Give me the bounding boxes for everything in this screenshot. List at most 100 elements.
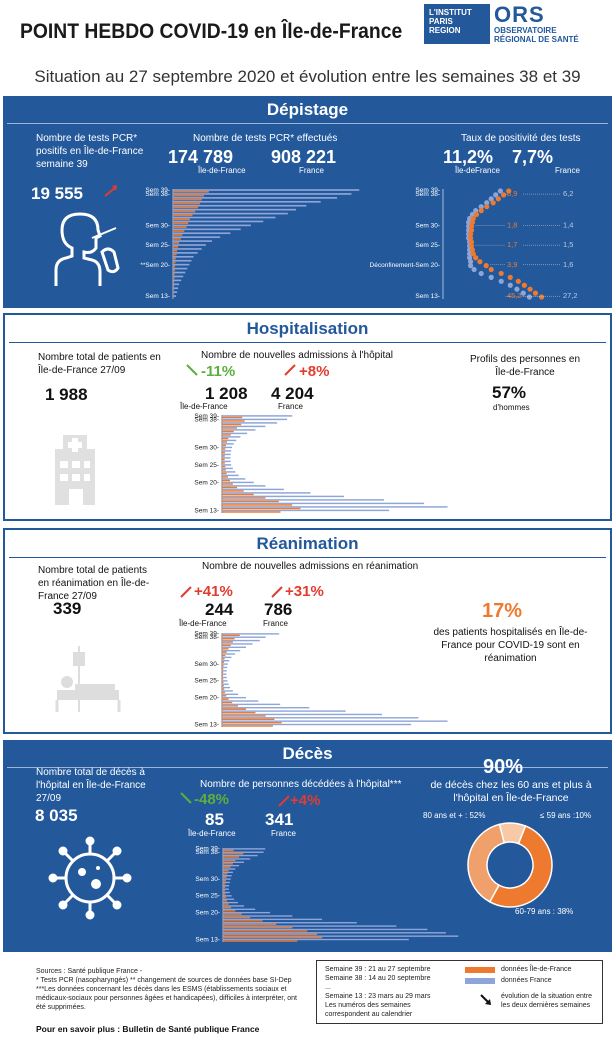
hospitalisation-chart: Sem 39-Sem 38- Sem 30- Sem 25- Sem 20- Sem 1…: [194, 413, 448, 514]
deces-chart: Sem 39-Sem 38- Sem 30- Sem 25- Sem 20- Sem 1…: [195, 846, 459, 943]
bar-france: [222, 666, 228, 669]
bar-france: [222, 670, 227, 672]
positivity-label: Taux de positivité des tests: [461, 133, 581, 144]
bar-idf: [173, 261, 176, 264]
tests-idf-label: Île-de-France: [198, 166, 246, 175]
bar-idf: [222, 658, 225, 660]
donut-slice: [498, 822, 527, 845]
point-idf: [500, 192, 507, 198]
bar-france: [173, 204, 307, 207]
tick-label: Sem 30-: [194, 661, 219, 668]
bar-france: [223, 851, 264, 853]
bar-idf: [173, 222, 189, 225]
bar-france: [222, 471, 236, 473]
point-idf: [473, 255, 479, 261]
bar-idf: [223, 930, 308, 932]
bar-idf: [222, 648, 229, 650]
bar-idf: [173, 210, 196, 213]
bar-france: [173, 267, 188, 270]
bar-france: [223, 888, 229, 890]
point-idf: [470, 251, 476, 257]
tick-label: Sem 39-: [415, 187, 440, 194]
more-info-link[interactable]: Pour en savoir plus : Bulletin de Santé …: [36, 1024, 260, 1034]
point-idf: [468, 227, 475, 233]
bar-france: [223, 922, 357, 924]
slice-59-label: ≤ 59 ans :10%: [540, 811, 592, 820]
ors-logo: ORS OBSERVATOIRE RÉGIONAL DE SANTÉ: [494, 2, 579, 45]
positivity-idf-value: 11,2%: [443, 147, 494, 167]
legend-idf: données Île-de-France: [501, 966, 572, 973]
bar-france: [223, 905, 245, 907]
section-title: Hospitalisation: [246, 319, 369, 338]
bar-idf: [222, 718, 275, 721]
section-deces: Décès Nombre total de décès à l'hôpital …: [3, 740, 612, 952]
pcr-positive-label: Nombre de tests PCR* positifs en Île-de-…: [36, 133, 144, 170]
hosp-total-label: Nombre total de patients en Île-de-Franc…: [38, 352, 161, 376]
bar-idf: [222, 725, 273, 727]
bar-idf: [222, 674, 224, 677]
tick-label: Sem 13-: [145, 293, 170, 300]
arrow-up-icon: [104, 185, 117, 197]
bar-france: [223, 875, 232, 877]
patient-bed-icon: [55, 646, 121, 712]
tick-label: Sem 38-: [195, 849, 220, 856]
bar-france: [222, 425, 266, 428]
legend-arrow: évolution de la situation entre les deux…: [501, 993, 593, 1009]
bar-france: [222, 673, 227, 675]
point-france: [520, 290, 526, 296]
bar-idf: [222, 472, 227, 475]
bar-france: [222, 686, 231, 689]
bar-idf: [222, 476, 229, 478]
bar-france: [173, 259, 192, 262]
person-test-icon: [54, 212, 120, 286]
bar-france: [222, 467, 233, 470]
point-idf: [507, 274, 513, 280]
tick-label: Sem 25-: [194, 462, 219, 469]
tick-label: Sem 39-: [145, 187, 170, 194]
point-france: [514, 286, 520, 292]
bar-idf: [222, 483, 233, 485]
bar-idf: [223, 853, 244, 855]
hosp-adm-idf: 1 208: [205, 384, 248, 403]
bar-idf: [222, 420, 245, 422]
pcr-positive-value: 19 555: [31, 184, 83, 203]
rea-adm-fr: 786: [264, 600, 293, 619]
section-depistage: Dépistage Nombre de tests PCR* positifs …: [3, 96, 612, 308]
point-idf: [538, 294, 545, 300]
bar-idf: [222, 437, 229, 440]
pos-value-fr: 1,5: [563, 240, 573, 249]
virus-icon: [48, 836, 132, 920]
bar-idf: [222, 430, 234, 433]
bar-idf: [173, 218, 190, 221]
bar-france: [222, 713, 383, 716]
reanimation-chart: Sem 39-Sem 38- Sem 30- Sem 25- Sem 20- Sem 1…: [194, 631, 448, 728]
point-idf: [478, 208, 484, 214]
bar-france: [173, 255, 194, 258]
legend: Semaine 39 : 21 au 27 septembre Semaine …: [316, 960, 603, 1024]
bar-idf: [223, 920, 263, 922]
rea-adm-fr-label: France: [263, 619, 288, 628]
bar-france: [222, 506, 448, 508]
bar-france: [222, 656, 232, 659]
point-france: [478, 204, 484, 210]
bar-idf: [223, 910, 236, 912]
bar-france: [222, 499, 385, 501]
slice-80-label: 80 ans et + : 52%: [423, 811, 486, 820]
bar-idf: [222, 455, 225, 457]
bar-idf: [223, 856, 240, 858]
point-idf: [521, 282, 527, 288]
bar-idf: [222, 681, 224, 684]
bar-idf: [222, 698, 229, 700]
bar-idf: [222, 711, 256, 714]
tick-label: Sem 25-: [415, 242, 440, 249]
arrow-up-icon: [284, 364, 296, 376]
bar-idf: [223, 903, 229, 905]
bar-idf: [222, 497, 266, 499]
hosp-evo-idf: -11%: [201, 363, 236, 380]
bar-idf: [223, 863, 233, 865]
tests-fr-label: France: [299, 166, 324, 175]
point-idf: [477, 259, 483, 265]
bar-france: [222, 633, 280, 635]
bar-idf: [173, 226, 187, 228]
bar-idf: [222, 661, 225, 663]
